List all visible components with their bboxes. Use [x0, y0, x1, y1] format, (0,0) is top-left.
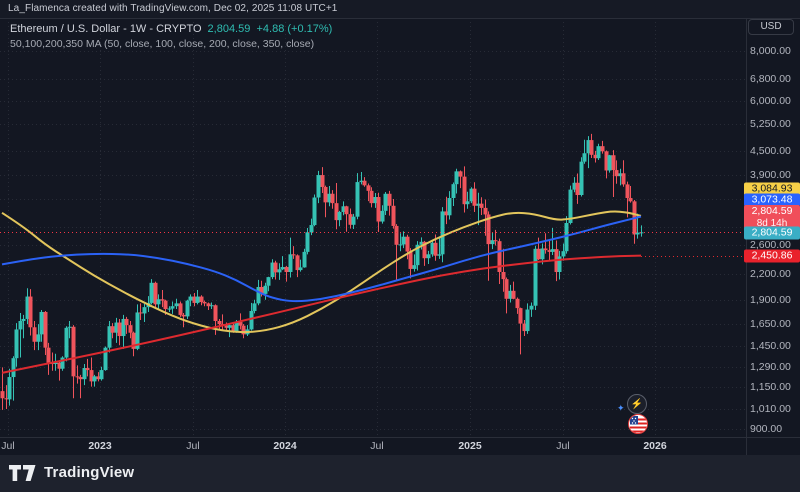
us-flag-graphic [629, 415, 647, 433]
time-axis-label: Jul [186, 440, 200, 452]
price-axis-label: 1,450.00 [750, 340, 791, 353]
attribution-bar: La_Flamenca created with TradingView.com… [0, 0, 800, 18]
time-axis-label: 2024 [273, 440, 297, 452]
price-axis-label: 5,250.00 [750, 117, 791, 130]
ma100-value-badge: 3,073.48 [744, 193, 800, 207]
last-price: 2,804.59 [207, 23, 251, 35]
footer-bar: TradingView [0, 455, 800, 492]
price-axis-label: 2,200.00 [750, 268, 791, 281]
price-axis-label: 2,600.00 [750, 239, 791, 252]
attribution-text: La_Flamenca created with TradingView.com… [8, 3, 338, 14]
time-axis-label: Jul [556, 440, 570, 452]
time-axis-label: Jul [370, 440, 384, 452]
symbol-title: Ethereum / U.S. Dollar - 1W - CRYPTO [10, 23, 202, 35]
ma200-value-badge: 2,450.86 [744, 249, 800, 263]
chart-legend[interactable]: Ethereum / U.S. Dollar - 1W - CRYPTO 2,80… [10, 23, 332, 50]
price-axis-label: 6,800.00 [750, 73, 791, 86]
price-change: +4.88 (+0.17%) [256, 23, 333, 35]
price-axis-label: 1,010.00 [750, 403, 791, 416]
price-line-value-badge: 2,804.59 [744, 226, 800, 239]
time-axis-label: 2023 [88, 440, 112, 452]
tradingview-brand-name: TradingView [44, 464, 135, 481]
time-axis-label: 2026 [643, 440, 667, 452]
time-axis-label: Jul [1, 440, 15, 452]
ma50-value-badge: 3,084.93 [744, 182, 800, 195]
price-axis-label: 900.00 [750, 422, 783, 435]
price-axis-label: 1,900.00 [750, 293, 791, 306]
price-axis-label: 1,650.00 [750, 318, 791, 331]
last-price-countdown-badge: 2,804.59 8d 14h [744, 204, 800, 229]
price-axis-label: 6,000.00 [750, 94, 791, 107]
sparkle-icon: ✦ [617, 403, 625, 413]
currency-unit-button[interactable]: USD [748, 19, 794, 35]
price-axis-label: 1,290.00 [750, 360, 791, 373]
time-axis-label: 2025 [458, 440, 482, 452]
lightning-event-icon[interactable]: ⚡ [627, 394, 647, 414]
price-axis-label: 3,900.00 [750, 169, 791, 182]
price-axis-label: 4,500.00 [750, 144, 791, 157]
us-flag-event-icon[interactable] [628, 414, 648, 434]
legend-ma-row[interactable]: 50,100,200,350 MA (50, close, 100, close… [10, 38, 315, 50]
price-axis-label: 8,000.00 [750, 45, 791, 57]
tradingview-logo-icon [9, 464, 36, 481]
price-axis[interactable]: 8,000.00 6,800.00 6,000.00 5,250.00 4,500.00… [744, 18, 800, 437]
time-axis[interactable]: Jul 2023 Jul 2024 Jul 2025 Jul 2026 [0, 437, 800, 455]
tradingview-brand[interactable]: TradingView [9, 464, 134, 481]
price-axis-label: 1,150.00 [750, 380, 791, 393]
legend-symbol-row[interactable]: Ethereum / U.S. Dollar - 1W - CRYPTO 2,80… [10, 23, 332, 35]
